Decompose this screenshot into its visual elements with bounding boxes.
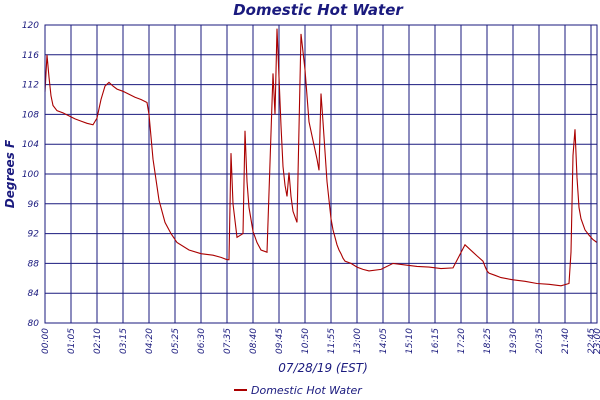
y-tick-label: 88 xyxy=(28,259,40,269)
y-tick-label: 100 xyxy=(22,170,39,180)
x-tick-label: 02:10 xyxy=(93,328,103,354)
x-tick-label: 00:00 xyxy=(41,328,51,354)
x-tick-label: 03:15 xyxy=(119,328,129,354)
x-tick-label: 20:35 xyxy=(535,328,545,354)
x-tick-label: 09:45 xyxy=(275,328,285,354)
plot-border xyxy=(44,24,598,324)
x-tick-label: 15:10 xyxy=(405,328,415,354)
x-tick-labels: 00:00 01:05 02:10 03:15 04:20 05:25 06:30 07:35… xyxy=(41,328,600,354)
x-tick-label: 19:30 xyxy=(509,328,519,354)
y-tick-label: 120 xyxy=(22,21,39,31)
x-tick-label: 23:00 xyxy=(593,328,600,354)
y-tick-label: 116 xyxy=(22,51,39,61)
x-tick-label: 14:05 xyxy=(379,328,389,354)
y-tick-label: 112 xyxy=(22,81,39,91)
series-line-domestic-hot-water xyxy=(44,28,598,287)
grid-lines xyxy=(44,24,598,324)
x-tick-label: 01:05 xyxy=(67,328,77,354)
legend: Domestic Hot Water xyxy=(234,384,363,397)
x-tick-label: 10:50 xyxy=(301,328,311,354)
y-tick-label: 92 xyxy=(28,230,40,240)
x-tick-label: 17:20 xyxy=(457,328,467,354)
legend-label: Domestic Hot Water xyxy=(251,384,363,397)
x-tick-label: 11:55 xyxy=(327,328,337,354)
x-tick-label: 06:30 xyxy=(197,328,207,354)
x-tick-label: 05:25 xyxy=(171,328,181,354)
chart-title: Domestic Hot Water xyxy=(233,1,404,19)
y-tick-label: 104 xyxy=(22,140,39,150)
y-tick-label: 108 xyxy=(22,110,39,120)
x-tick-label: 21:40 xyxy=(561,328,571,354)
x-tick-label: 16:15 xyxy=(431,328,441,354)
x-tick-label: 13:00 xyxy=(353,328,363,354)
x-tick-label: 22:45 xyxy=(587,328,597,354)
x-tick-label: 07:35 xyxy=(223,328,233,354)
x-tick-label: 04:20 xyxy=(145,328,155,354)
y-tick-label: 80 xyxy=(28,319,40,329)
y-tick-label: 84 xyxy=(28,289,40,299)
y-axis-label: Degrees F xyxy=(3,139,17,208)
x-axis-label: 07/28/19 (EST) xyxy=(278,361,368,375)
x-tick-label: 18:25 xyxy=(483,328,493,354)
x-tick-label: 08:40 xyxy=(249,328,259,354)
y-tick-labels: 80 84 88 92 96 100 104 108 112 116 120 xyxy=(22,21,39,329)
y-tick-label: 96 xyxy=(28,200,40,210)
